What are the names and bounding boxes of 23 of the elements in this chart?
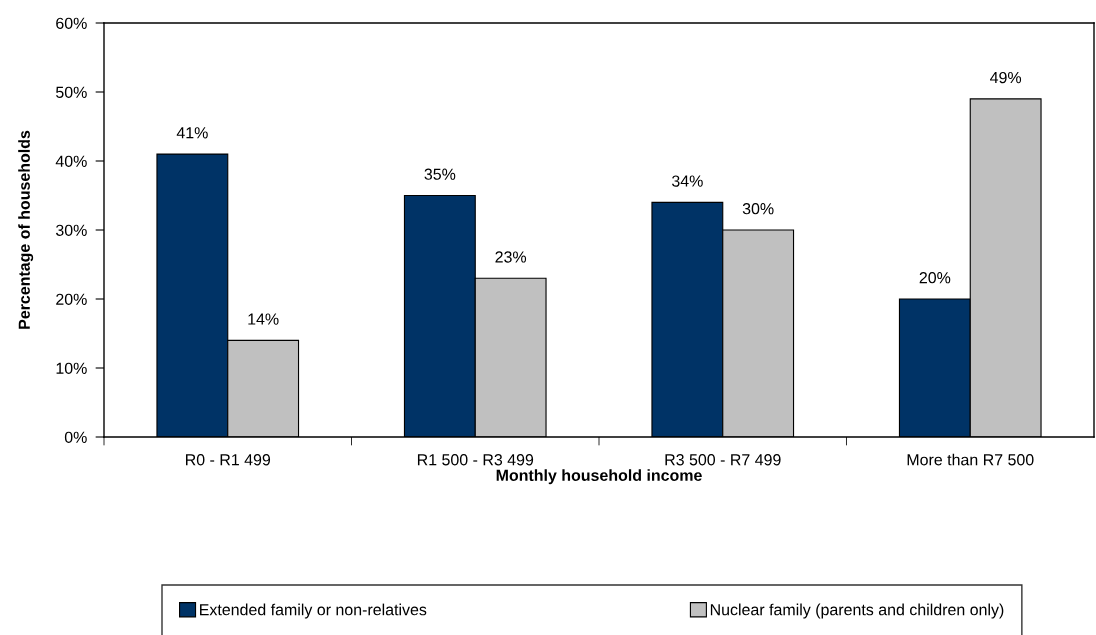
data-label: 49% [990, 71, 1022, 84]
y-tick-label: 20% [56, 293, 87, 305]
data-label: 35% [424, 168, 456, 180]
x-tick-label: R1 500 - R3 499 [417, 454, 534, 466]
y-tick-label: 10% [56, 362, 87, 374]
data-label: 30% [742, 203, 774, 215]
x-tick-label: R3 500 - R7 499 [665, 454, 781, 466]
data-label: 23% [495, 251, 527, 263]
x-axis-title: Monthly household income [496, 469, 702, 485]
x-tick-label: More than R7 500 [907, 453, 1034, 466]
legend-label: Extended family or non-relatives [200, 603, 427, 619]
data-label: 41% [176, 127, 208, 139]
y-tick-label: 50% [56, 86, 87, 98]
y-tick-label: 30% [55, 224, 87, 236]
data-label: 34% [671, 175, 703, 187]
y-tick-label: 0% [64, 431, 87, 443]
x-tick-label: R0 - R1 499 [186, 454, 271, 466]
data-label: 20% [919, 272, 951, 284]
y-tick-label: 40% [55, 155, 87, 167]
data-label: 14% [248, 313, 279, 325]
y-axis-title: Percentage of households [18, 130, 34, 329]
y-tick-label: 60% [56, 17, 87, 29]
legend-label: Nuclear family (parents and children only) [710, 603, 1004, 619]
